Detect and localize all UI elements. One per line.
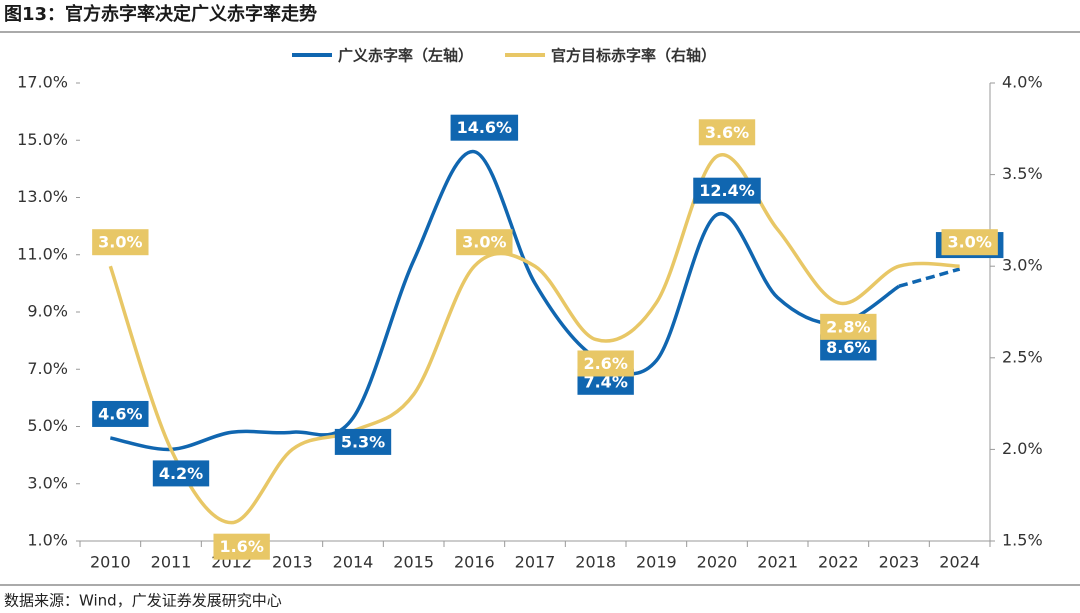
x-tick-label: 2023 [879,553,920,572]
x-tick-label: 2019 [636,553,677,572]
y-tick-label: 11.0% [17,244,68,263]
x-tick-label: 2013 [272,553,313,572]
data-label-box [456,229,513,256]
data-label: 3.0% [462,233,506,252]
data-label: 2.6% [583,354,627,373]
y2-tick-label: 2.5% [1002,347,1043,366]
x-tick-label: 2018 [575,553,616,572]
x-tick-label: 2015 [393,553,434,572]
data-label: 3.0% [98,233,142,252]
data-label: 12.4% [699,181,755,200]
data-label-box [698,119,756,146]
series-line [108,152,960,525]
x-tick-label: 2014 [333,553,374,572]
legend-label: 广义赤字率（左轴） [338,47,473,65]
data-label-box [941,229,998,256]
y2-tick-label: 3.5% [1002,164,1043,183]
data-label-box [152,460,210,487]
y2-tick-label: 1.5% [1002,531,1043,550]
data-label: 8.6% [826,338,870,357]
y-tick-label: 1.0% [27,531,68,550]
series-line-dashed [898,267,961,288]
x-tick-label: 2017 [515,553,556,572]
data-label-box [92,229,149,256]
data-label: 14.6% [457,118,513,137]
y-tick-label: 7.0% [27,359,68,378]
data-label-box [213,533,270,560]
y-tick-label: 13.0% [17,187,68,206]
data-label: 4.6% [98,404,142,423]
data-label-box [693,177,761,204]
data-label: 7.4% [583,372,627,391]
data-label-box [820,313,877,340]
data-label-box [577,350,634,377]
y2-tick-label: 4.0% [1002,73,1043,92]
y-tick-label: 17.0% [17,73,68,92]
legend-label: 官方目标赤字率（右轴） [551,47,716,65]
data-label-box [334,428,392,455]
data-label: 3.6% [705,123,749,142]
y-tick-label: 9.0% [27,302,68,321]
data-label: 2.8% [826,317,870,336]
y2-tick-label: 3.0% [1002,256,1043,275]
data-label: 4.2% [159,464,203,483]
data-label-box [450,114,519,141]
y-tick-label: 15.0% [17,130,68,149]
y-tick-label: 3.0% [27,473,68,492]
x-tick-label: 2011 [151,553,192,572]
x-tick-label: 2016 [454,553,495,572]
source-note: 数据来源：Wind，广发证券发展研究中心 [4,592,282,610]
x-tick-label: 2024 [939,553,980,572]
x-tick-label: 2022 [818,553,859,572]
series-line [109,149,900,452]
x-tick-label: 2020 [697,553,738,572]
y-tick-label: 5.0% [27,416,68,435]
chart-title: 图13：官方赤字率决定广义赤字率走势 [4,3,317,25]
data-label: 5.3% [341,432,385,451]
data-label: 3.0% [947,233,991,252]
x-tick-label: 2021 [757,553,798,572]
y2-tick-label: 2.0% [1002,439,1043,458]
data-label: 1.6% [219,537,263,556]
data-label-box [92,400,149,427]
x-tick-label: 2010 [90,553,131,572]
